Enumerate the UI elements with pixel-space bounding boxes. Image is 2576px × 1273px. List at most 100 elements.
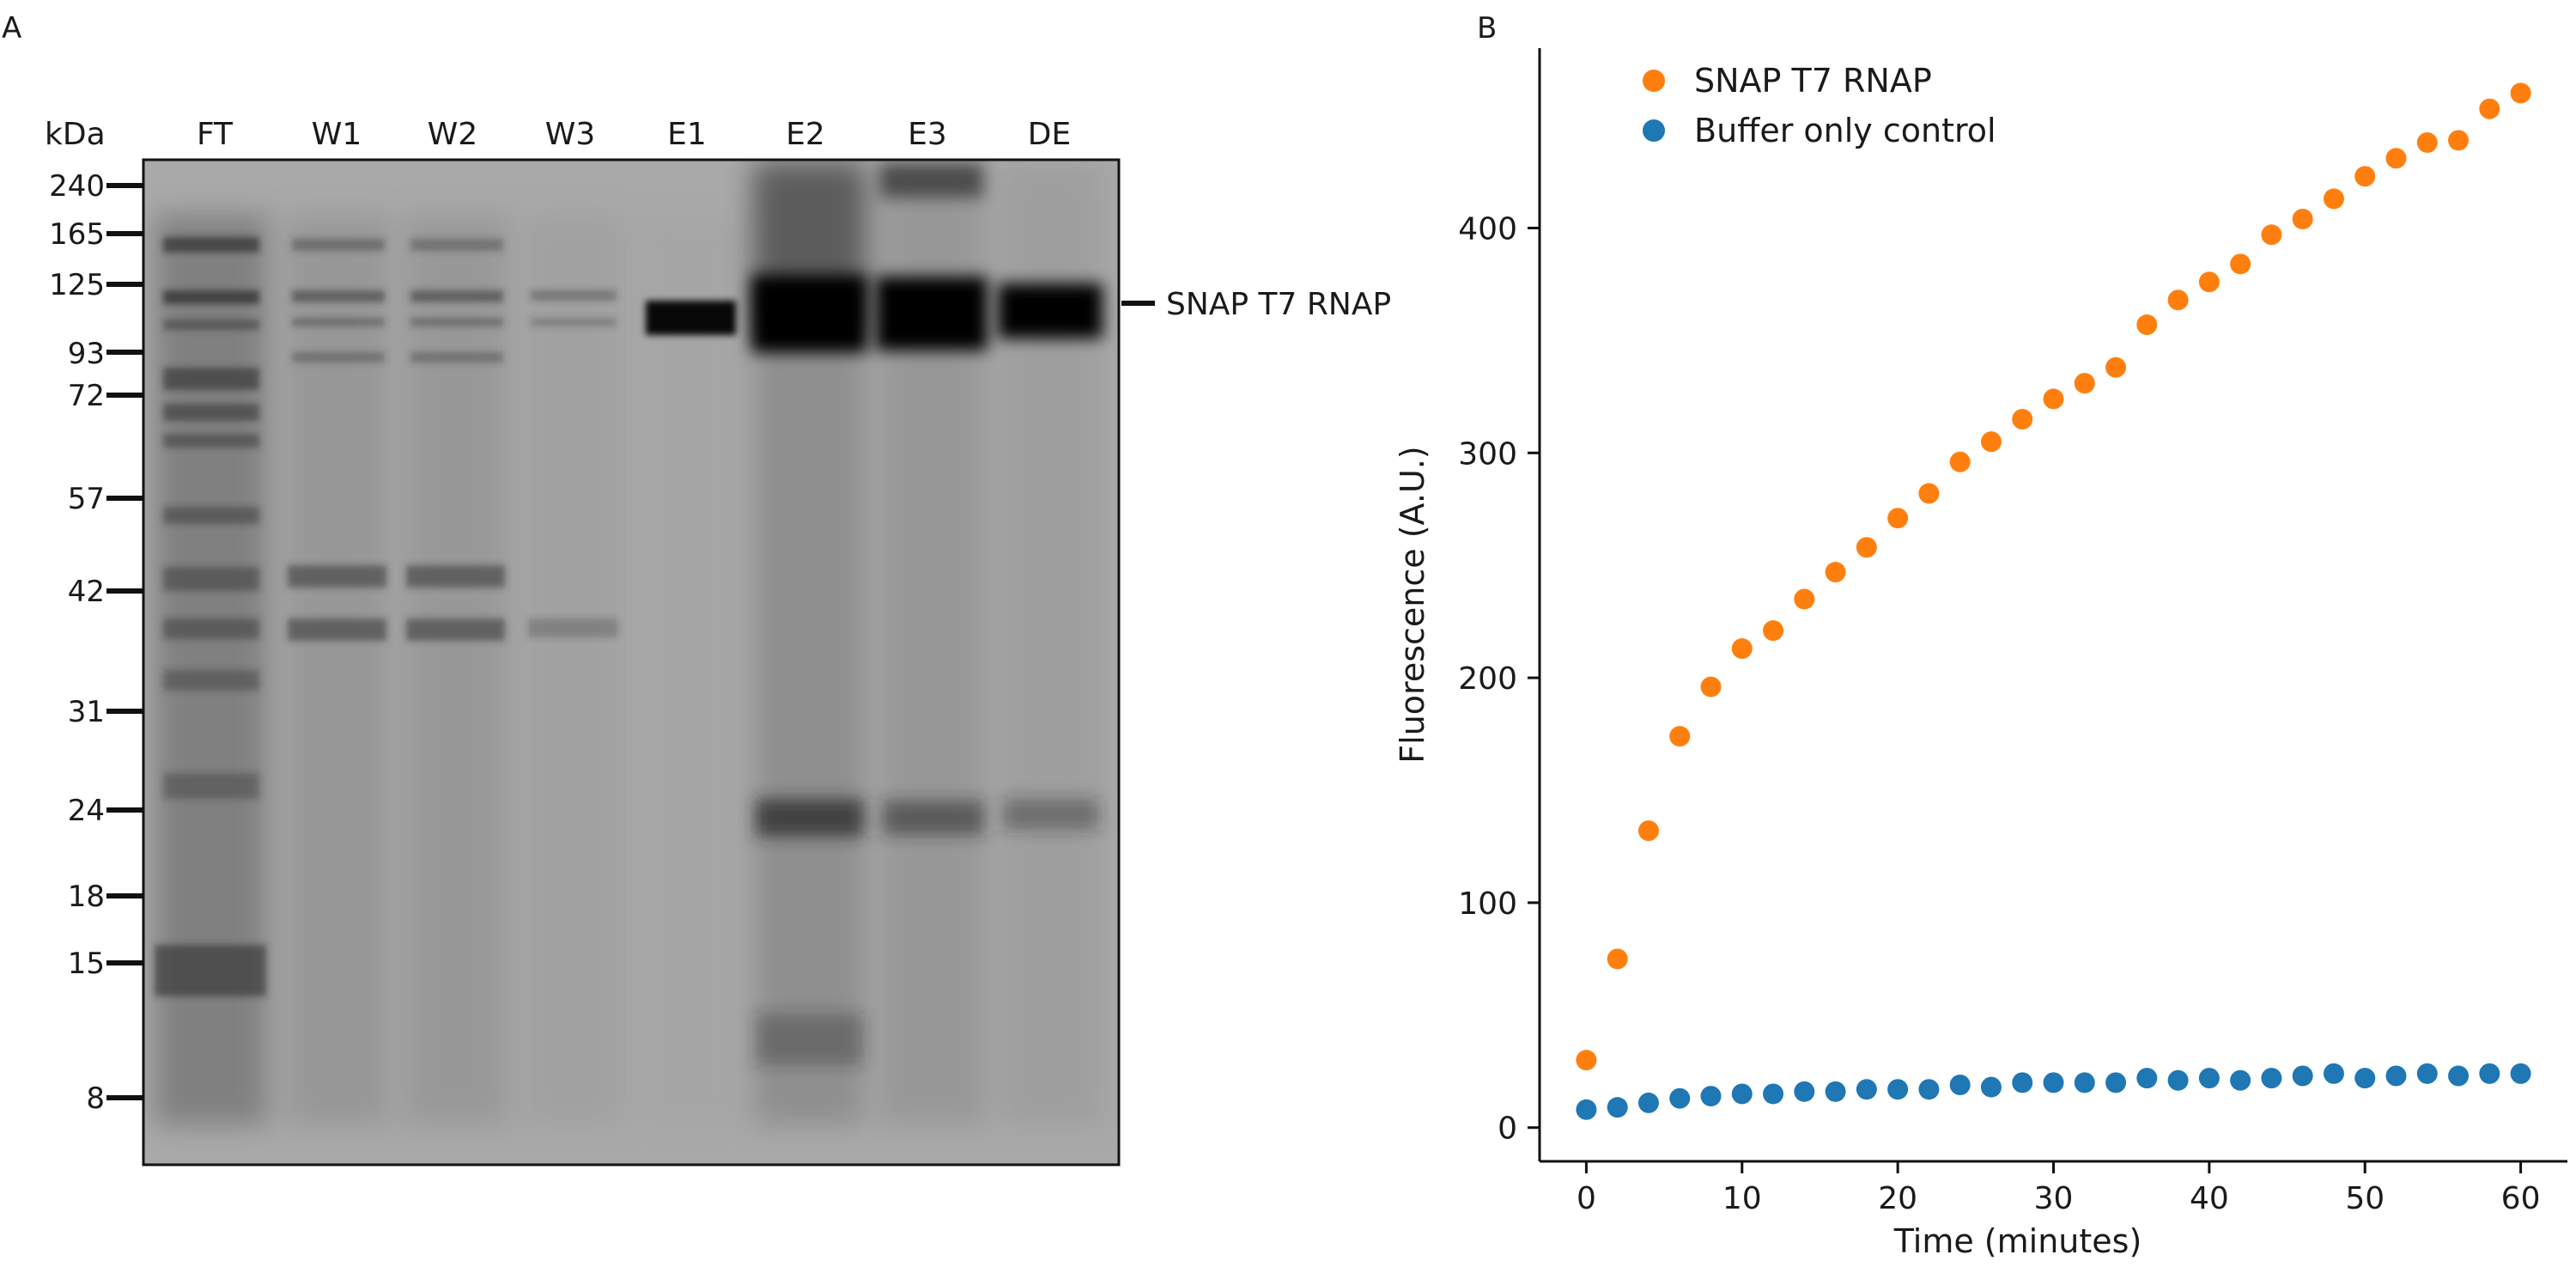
data-point (1825, 1081, 1846, 1102)
marker-ticks (106, 183, 143, 1100)
x-ticks: 0 10 20 30 40 50 60 (1577, 1161, 2541, 1216)
marker-125: 125 (49, 268, 105, 302)
lane-label-e3: E3 (908, 117, 947, 152)
marker-93: 93 (68, 337, 105, 371)
data-point (2354, 1068, 2376, 1089)
data-point (2510, 1063, 2531, 1084)
data-point (2105, 1072, 2127, 1093)
data-point (2136, 1068, 2158, 1089)
data-point (2167, 1069, 2189, 1091)
data-point (2354, 166, 2376, 187)
marker-8: 8 (86, 1081, 105, 1116)
axes (1538, 48, 2567, 1163)
data-point (2292, 208, 2313, 229)
gel-unit-label: kDa (45, 117, 106, 152)
x-tick-label: 30 (2034, 1181, 2074, 1216)
data-point (1731, 1083, 1753, 1105)
data-point (2416, 131, 2438, 153)
x-tick-label: 50 (2345, 1181, 2385, 1216)
data-point (2479, 1063, 2500, 1084)
data-point (2043, 388, 2064, 410)
data-point (2167, 289, 2189, 311)
data-point (2261, 224, 2282, 246)
x-tick-label: 60 (2501, 1181, 2541, 1216)
gel-panel: kDa FT W1 W2 W3 E1 E2 E3 DE 240 165 125 … (45, 117, 1391, 1166)
band-label: SNAP T7 RNAP (1166, 287, 1391, 322)
marker-42: 42 (68, 575, 105, 609)
y-ticks: 0 100 200 300 400 (1458, 211, 1540, 1147)
data-point (2074, 1072, 2095, 1093)
lane-label-de: DE (1028, 117, 1071, 152)
data-point (2230, 1069, 2251, 1091)
data-point (1794, 1081, 1815, 1102)
legend-marker-buffer-only-control (1643, 119, 1665, 142)
lane-label-e1: E1 (667, 117, 707, 152)
data-point (1576, 1099, 1597, 1120)
marker-18: 18 (68, 880, 105, 914)
data-point (1949, 1074, 1971, 1095)
data-point (2230, 253, 2251, 275)
marker-57: 57 (68, 482, 105, 516)
lane-label-e2: E2 (786, 117, 825, 152)
lane-label-w3: W3 (545, 117, 596, 152)
y-axis-label: Fluorescence (A.U.) (1394, 446, 1431, 763)
lane-labels: FT W1 W2 W3 E1 E2 E3 DE (197, 117, 1071, 152)
x-tick-label: 20 (1878, 1181, 1917, 1216)
marker-31: 31 (68, 695, 105, 729)
data-point (2136, 314, 2158, 336)
y-tick-label: 200 (1458, 661, 1517, 697)
data-point (1669, 726, 1691, 747)
data-point (1607, 948, 1628, 970)
data-point (2043, 1072, 2064, 1093)
data-point (1825, 562, 1846, 583)
lane-label-w1: W1 (312, 117, 362, 152)
marker-24: 24 (68, 794, 105, 828)
data-point (1980, 1076, 2002, 1098)
data-point (1763, 1083, 1784, 1105)
gel-image (142, 158, 1121, 1166)
marker-165: 165 (49, 217, 105, 252)
lane-label-ft: FT (197, 117, 234, 152)
data-point (1669, 1087, 1691, 1109)
data-point (2198, 1068, 2220, 1089)
x-axis-label: Time (minutes) (1893, 1222, 2142, 1260)
legend-label-buffer-only-control: Buffer only control (1694, 112, 1996, 149)
data-point (1887, 1079, 1909, 1100)
data-point (1918, 483, 1940, 504)
data-point (1731, 638, 1753, 660)
data-point (2292, 1065, 2313, 1087)
data-point (2012, 1072, 2033, 1093)
data-point (2448, 1065, 2470, 1087)
scatter-panel: 0 10 20 30 40 50 60 0 100 200 300 400 Time (minute… (1394, 48, 2567, 1260)
data-point (1607, 1097, 1628, 1118)
legend-marker-snap-t7-rnap (1643, 70, 1665, 92)
data-point (1700, 1086, 1722, 1107)
x-tick-label: 0 (1577, 1181, 1596, 1216)
data-point (1856, 1079, 1877, 1100)
marker-72: 72 (68, 379, 105, 413)
marker-15: 15 (68, 947, 105, 981)
series-snap-t7-rnap (1576, 82, 2531, 1071)
data-point (1856, 537, 1877, 558)
data-point (2012, 409, 2033, 429)
data-point (2385, 148, 2407, 169)
series-buffer-only-control (1576, 1063, 2531, 1120)
data-point (2074, 373, 2095, 394)
data-point (1949, 451, 1971, 472)
marker-labels: 240 165 125 93 72 57 42 31 24 18 15 8 (49, 169, 105, 1116)
panel-b-label: B (1477, 11, 1497, 46)
data-point (1794, 588, 1815, 610)
data-point (2198, 271, 2220, 293)
data-point (2510, 82, 2531, 104)
lane-label-w2: W2 (428, 117, 478, 152)
data-point (1980, 431, 2002, 453)
data-point (1887, 508, 1909, 529)
series-layer (1576, 82, 2531, 1120)
data-point (2105, 356, 2127, 378)
y-tick-label: 100 (1458, 886, 1517, 922)
data-point (2448, 130, 2470, 151)
data-point (1700, 676, 1722, 697)
x-tick-label: 40 (2190, 1181, 2229, 1216)
data-point (2479, 98, 2500, 119)
